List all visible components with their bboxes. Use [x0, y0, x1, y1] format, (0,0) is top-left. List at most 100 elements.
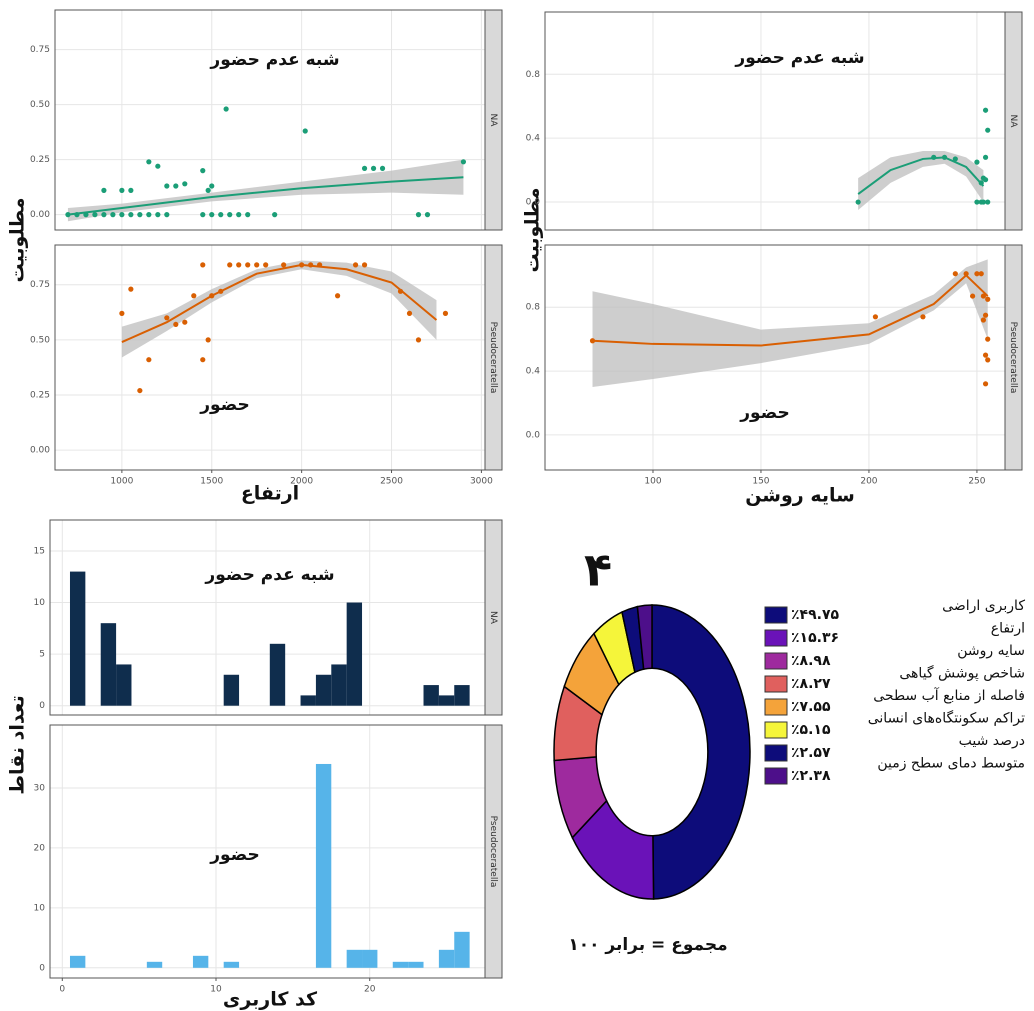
point	[223, 106, 229, 112]
point	[101, 212, 107, 218]
facet-annotation: حضور	[739, 403, 789, 423]
point	[978, 199, 984, 205]
point	[263, 262, 269, 268]
legend-name: شاخص پوشش گیاهی	[899, 665, 1025, 682]
panel-border	[54, 244, 486, 471]
legend-swatch	[764, 606, 788, 624]
point	[970, 293, 976, 299]
facet-annotation: حضور	[209, 845, 259, 865]
point	[415, 337, 422, 343]
point	[182, 181, 188, 187]
point	[952, 156, 958, 162]
bar	[192, 955, 209, 968]
bar	[269, 643, 286, 706]
x-tick-label: 2000	[290, 477, 313, 487]
point	[978, 271, 984, 277]
legend-value: ٪۱۵.۳۶	[791, 630, 839, 646]
point	[200, 212, 206, 218]
legend-value: ٪۲.۳۸	[791, 768, 831, 784]
y-tick-label: 5	[39, 650, 45, 660]
point	[980, 317, 987, 323]
point	[205, 187, 211, 193]
x-tick-label: 3000	[470, 477, 493, 487]
facet-strip-label: NA	[488, 611, 498, 625]
smooth-line	[592, 273, 989, 347]
legend-swatch	[764, 652, 788, 670]
bar	[223, 961, 240, 968]
point	[119, 310, 125, 316]
point	[236, 212, 242, 218]
point	[982, 177, 989, 183]
y-tick-label: 0.00	[30, 446, 50, 456]
legend-swatch	[764, 721, 788, 739]
point	[128, 212, 134, 218]
point	[164, 212, 170, 218]
legend-swatch	[764, 629, 788, 647]
point	[974, 159, 980, 165]
legend-value: ٪۸.۲۷	[791, 676, 831, 692]
point	[119, 187, 125, 193]
x-axis-label: ارتفاع	[241, 483, 299, 505]
x-tick-label: 0	[59, 985, 65, 995]
y-axis-label: مطلوبیت	[7, 198, 29, 283]
panel-background	[545, 12, 1005, 230]
point	[985, 357, 991, 363]
y-axis-label: مطلوبیت	[522, 188, 544, 273]
smooth-line	[121, 263, 438, 343]
panel-background	[55, 245, 485, 470]
x-tick-label: 2500	[380, 477, 403, 487]
donut-slice	[637, 605, 652, 669]
bar	[454, 685, 470, 706]
y-tick-label: 0.75	[30, 45, 50, 55]
point	[982, 154, 989, 160]
y-tick-label: 0.25	[30, 391, 50, 401]
y-tick-label: 0	[39, 963, 45, 973]
point	[200, 262, 206, 268]
point	[974, 271, 980, 277]
point	[281, 262, 287, 268]
point	[415, 212, 422, 218]
legend-name: سایه روشن	[957, 643, 1025, 659]
facet-strip-label: NA	[1008, 115, 1018, 129]
bar	[331, 664, 347, 706]
point	[119, 212, 125, 218]
bar	[454, 931, 470, 968]
legend-value: ٪۸.۹۸	[791, 653, 831, 669]
y-tick-label: 15	[34, 546, 45, 556]
y-tick-label: 0.25	[30, 155, 50, 165]
x-tick-label: 1500	[200, 477, 223, 487]
point	[254, 262, 260, 268]
x-tick-label: 1000	[110, 477, 133, 487]
confidence-band	[592, 259, 988, 388]
y-tick-label: 0.8	[526, 70, 541, 80]
point	[982, 312, 989, 318]
facet-strip-label: NA	[488, 114, 498, 128]
point	[245, 262, 251, 268]
point	[173, 183, 179, 189]
facet-strip-label: Pseudoceratella	[488, 322, 498, 394]
point	[370, 165, 377, 171]
point	[974, 199, 980, 205]
panel-border	[49, 519, 486, 716]
y-tick-label: 0.50	[30, 100, 50, 110]
legend-value: ٪۵.۱۵	[791, 722, 831, 738]
point	[110, 212, 116, 218]
point	[460, 159, 467, 165]
facet-annotation: شبه عدم حضور	[204, 565, 334, 585]
panel-border	[54, 9, 486, 231]
bar	[116, 664, 132, 706]
bar	[69, 955, 86, 968]
y-tick-label: 0.50	[30, 335, 50, 345]
point	[155, 212, 161, 218]
y-tick-label: 0.8	[526, 303, 541, 313]
panel-background	[50, 725, 485, 978]
legend-swatch	[764, 744, 788, 762]
y-tick-label: 30	[34, 783, 46, 793]
y-tick-label: 0	[39, 701, 45, 711]
legend-value: ٪۷.۵۵	[791, 699, 831, 715]
y-tick-label: 0.4	[526, 134, 541, 144]
point	[137, 212, 143, 218]
point	[985, 127, 991, 133]
bar	[392, 961, 409, 968]
legend-value: ٪۴۹.۷۵	[791, 607, 839, 623]
